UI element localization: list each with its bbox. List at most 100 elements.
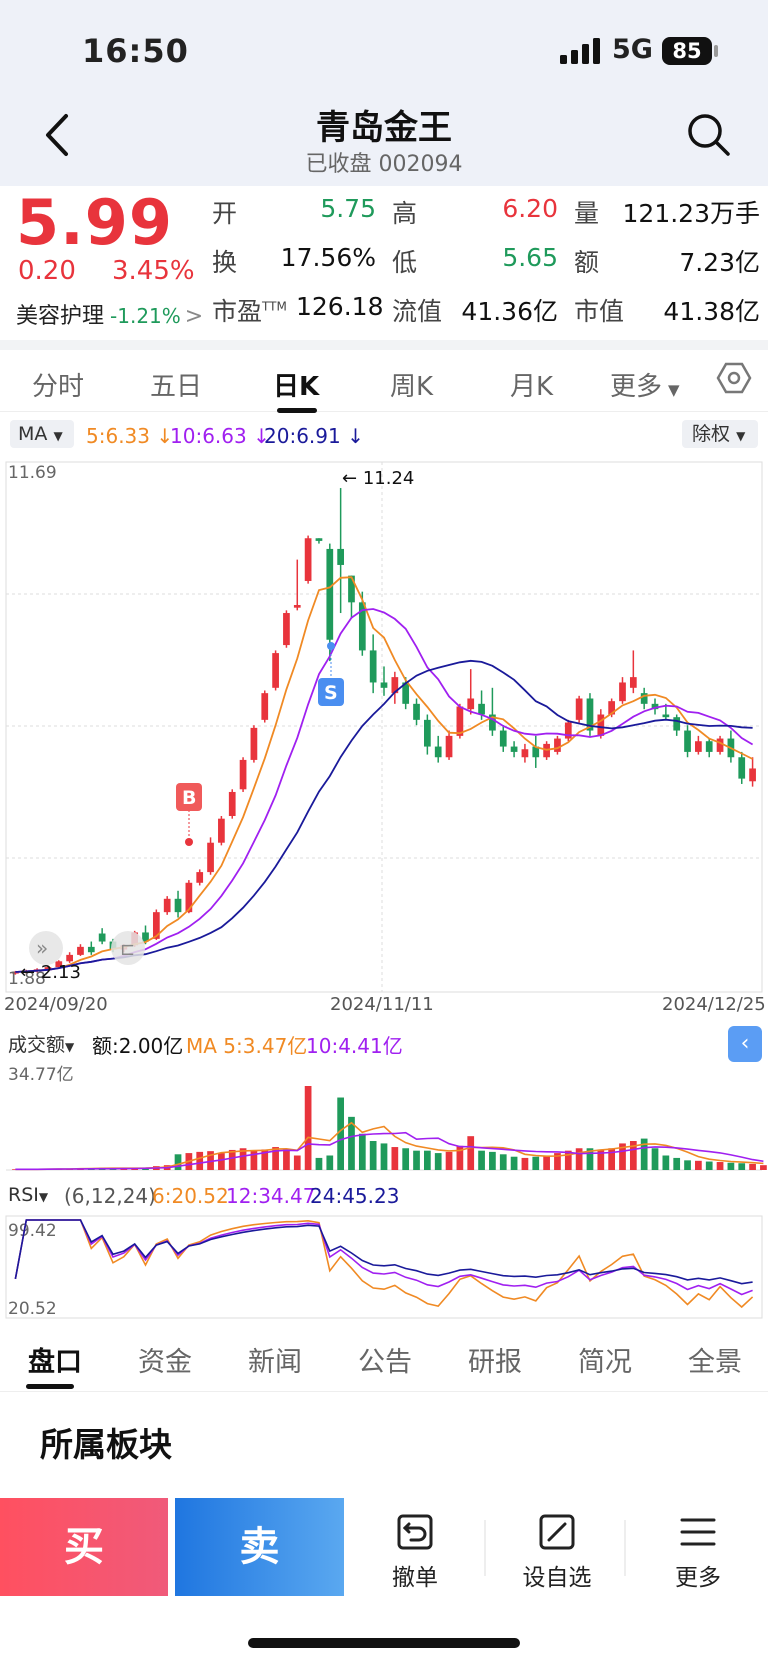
chart-tabs: 分时 五日 日K 周K 月K 更多 ▼ [0,350,768,413]
volume-bar [695,1160,702,1170]
volume-bar [738,1163,746,1170]
add-watchlist-button[interactable]: 设自选 [497,1508,617,1594]
volume-bar [608,1148,616,1170]
candle-body [662,714,670,718]
volume-bar [684,1160,691,1170]
volume-bar [499,1154,507,1170]
candle-body [348,575,355,603]
stock-status-code: 已收盘 002094 [305,152,463,177]
ma-selector[interactable]: MA ▼ [10,420,74,448]
volume-bar [272,1147,279,1170]
sector-link[interactable]: 美容护理 -1.21% > [16,298,203,330]
ma10-value: 10:6.63 ↓ [170,424,270,448]
kline-chart[interactable]: 11.69 1.88 2024/09/20 2024/11/11 2024/12… [0,458,768,1018]
high-label: 高 [392,199,418,228]
candle-body [640,693,648,704]
amount-value: 7.23亿 [679,248,760,277]
buy-button[interactable]: 买 [0,1498,168,1596]
candle-body [55,961,63,968]
volume-bar [326,1155,334,1170]
volume-label: 量 [574,199,600,228]
volume-bar [424,1150,431,1170]
candle-body [445,735,453,758]
candle-body [326,548,334,640]
volume-bar [510,1156,518,1170]
collapse-panel-button[interactable]: ‹ [728,1026,762,1062]
tab-five-day[interactable]: 五日 [150,372,203,402]
candle-body [337,548,344,565]
candle-body [293,605,301,608]
volume-bar [174,1154,182,1170]
candle-body [66,954,73,962]
volume-ma10: 10:4.41亿 [306,1034,403,1058]
candle-body [532,746,540,758]
volume-bar [554,1153,561,1170]
candle-body [586,698,594,731]
volume-ma10-line [15,1131,764,1171]
candle-body [152,912,160,939]
volume-bar [597,1149,605,1170]
volume-bar [521,1157,529,1170]
settings-hexagon-icon[interactable] [716,360,752,396]
volume-bar [716,1162,724,1170]
tab-research[interactable]: 研报 [468,1347,522,1378]
rsi-legend: RSI▼ (6,12,24) 6:20.52 12:34.47 24:45.23 [0,1180,768,1214]
candle-body [87,946,95,953]
candle-body [521,749,529,758]
candle-body [196,872,204,883]
tab-weekly-k[interactable]: 周K [390,372,434,402]
sell-button[interactable]: 卖 [175,1498,344,1596]
svg-text:»: » [36,936,48,960]
candle-body [434,746,442,758]
rsi12-line [14,1219,753,1296]
tab-orderbook[interactable]: 盘口 [28,1347,82,1378]
reset-zoom-icon[interactable]: ⊏ [111,931,145,965]
candle-body [163,898,171,913]
candle-body [705,741,713,752]
volume-bar [749,1163,756,1170]
open-value: 5.75 [320,194,376,223]
rsi-selector[interactable]: RSI▼ [8,1184,49,1206]
rsi24-line [14,1219,753,1285]
tab-news[interactable]: 新闻 [248,1347,302,1378]
menu-icon [680,1518,716,1546]
expand-left-icon[interactable]: » [29,931,63,965]
tab-funds[interactable]: 资金 [138,1347,192,1378]
volume-bar [293,1155,301,1170]
volume-indicator-selector[interactable]: 成交额▼ [8,1034,75,1056]
volume-bar [489,1151,496,1170]
candle-body [12,971,19,974]
candle-body [597,714,605,736]
tab-monthly-k[interactable]: 月K [510,372,554,402]
volume-bar [651,1148,659,1170]
volume-ma5: MA 5:3.47亿 [186,1034,308,1058]
low-label: 低 [392,248,418,277]
candle-body [413,703,420,720]
info-tab-indicator [26,1384,74,1389]
cancel-order-icon [397,1514,433,1550]
tab-profile[interactable]: 简况 [578,1347,632,1378]
high-marker: ← 11.24 [342,468,414,489]
tab-overview[interactable]: 全景 [688,1347,742,1378]
price-change-pct: 3.45% [112,256,195,286]
date-end: 2024/12/25 [662,994,766,1015]
volume-bar [434,1153,442,1170]
volume-bar [348,1116,355,1170]
candle-body [489,714,496,731]
back-arrow-icon[interactable] [38,110,78,160]
more-button[interactable]: 更多 [638,1508,758,1594]
candle-body [424,719,431,747]
candle-body [575,698,583,720]
tab-intraday[interactable]: 分时 [32,372,85,402]
tab-announcements[interactable]: 公告 [358,1347,412,1378]
candle-body [98,933,106,942]
cancel-order-button[interactable]: 撤单 [355,1508,475,1594]
volume-amount: 额:2.00亿 [92,1034,184,1058]
rsi12-value: 12:34.47 [226,1184,316,1208]
search-icon[interactable] [684,110,734,160]
candle-body [44,967,52,970]
ma20-value: 20:6.91 ↓ [264,424,364,448]
tab-more[interactable]: 更多 ▼ [610,372,680,402]
ex-rights-selector[interactable]: 除权 ▼ [682,420,758,448]
tab-daily-k[interactable]: 日K [273,372,320,402]
